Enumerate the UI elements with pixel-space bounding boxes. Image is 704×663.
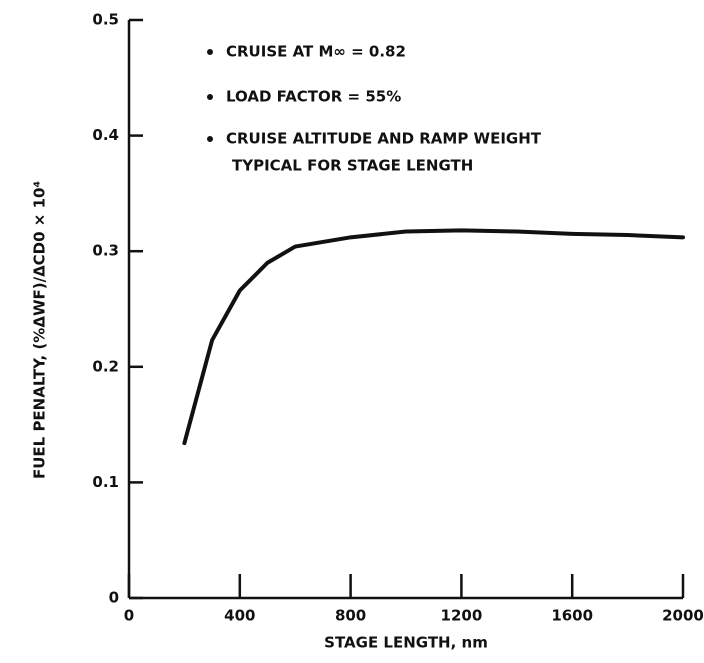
x-tick-label: 400 [224, 607, 255, 625]
y-axis-label: FUEL PENALTY, (%ΔWF)/ΔCD0 × 10⁴ [31, 181, 49, 479]
bullet [207, 136, 213, 142]
y-tick-label: 0.1 [92, 473, 119, 491]
x-tick-label: 0 [124, 607, 134, 625]
bullet [207, 49, 213, 55]
annotation: CRUISE AT M∞ = 0.82 [226, 43, 406, 61]
y-tick-label: 0.4 [92, 126, 119, 144]
y-tick-label: 0.5 [92, 11, 119, 29]
y-tick-label: 0.3 [92, 242, 119, 260]
x-tick-label: 800 [335, 607, 366, 625]
x-tick-label: 2000 [662, 607, 704, 625]
annotation: LOAD FACTOR = 55% [226, 88, 401, 106]
bullet [207, 94, 213, 100]
y-tick-label: 0 [109, 589, 119, 607]
line [182, 228, 685, 446]
x-tick-label: 1200 [441, 607, 483, 625]
x-tick-label: 1600 [551, 607, 593, 625]
x-axis-label: STAGE LENGTH, nm [324, 634, 488, 652]
annotation: TYPICAL FOR STAGE LENGTH [232, 157, 473, 175]
y-tick-label: 0.2 [92, 357, 119, 375]
annotation: CRUISE ALTITUDE AND RAMP WEIGHT [226, 130, 542, 148]
